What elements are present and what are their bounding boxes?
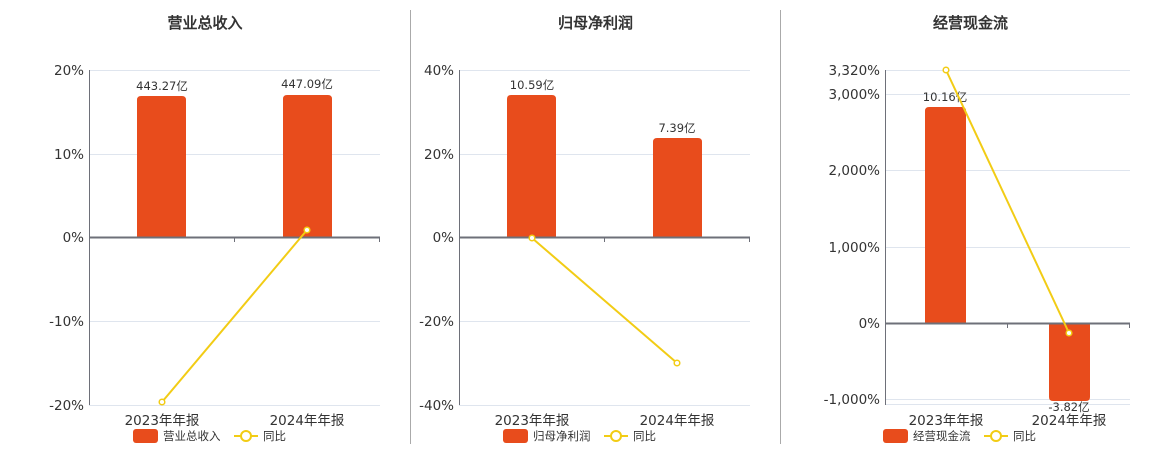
legend-line-label[interactable]: 同比 bbox=[1013, 429, 1036, 443]
x-category-label: 2023年年报 bbox=[909, 413, 984, 429]
x-category-label: 2024年年报 bbox=[640, 413, 715, 429]
panel-divider bbox=[410, 10, 411, 444]
y-tick-label: 0% bbox=[859, 316, 881, 332]
yoy-point[interactable] bbox=[303, 226, 311, 234]
grid-lines bbox=[885, 70, 1130, 405]
chart-panel-revenue: 营业总收入 20% 10% 0% -10% -20% 443.27亿 447.0… bbox=[0, 0, 410, 450]
bar-value-label: 443.27亿 bbox=[136, 79, 188, 93]
bar-2023[interactable] bbox=[507, 95, 556, 237]
legend-bar-swatch[interactable] bbox=[133, 429, 158, 443]
grid-lines bbox=[89, 70, 380, 406]
y-tick-label: 40% bbox=[424, 63, 454, 79]
y-tick-label: 3,000% bbox=[829, 87, 881, 103]
legend-bar-swatch[interactable] bbox=[503, 429, 528, 443]
legend-bar-label[interactable]: 经营现金流 bbox=[913, 429, 971, 443]
bar-2023[interactable] bbox=[925, 107, 966, 323]
legend-line-marker-icon bbox=[610, 430, 622, 442]
chart-panel-operating-cash-flow: 经营现金流 3,320% 3,000% 2,000% 1,000% 0% -1,… bbox=[781, 0, 1160, 450]
chart-panel-net-profit: 归母净利润 40% 20% 0% -20% -40% 10.59亿 7.39亿 … bbox=[411, 0, 780, 450]
y-tick-label: -1,000% bbox=[824, 392, 881, 408]
chart-canvas: 40% 20% 0% -20% -40% 10.59亿 7.39亿 2023年年… bbox=[419, 63, 750, 443]
y-tick-label: -40% bbox=[419, 398, 454, 414]
legend-bar-label[interactable]: 营业总收入 bbox=[163, 429, 221, 443]
yoy-point[interactable] bbox=[673, 359, 681, 367]
x-category-label: 2024年年报 bbox=[1032, 413, 1107, 429]
y-tick-label: -20% bbox=[49, 398, 84, 414]
y-tick-label: 20% bbox=[424, 147, 454, 163]
chart-canvas: 3,320% 3,000% 2,000% 1,000% 0% -1,000% 1… bbox=[824, 63, 1130, 443]
y-tick-label: 0% bbox=[433, 230, 455, 246]
y-tick-label: 1,000% bbox=[829, 240, 881, 256]
legend-bar-label[interactable]: 归母净利润 bbox=[533, 429, 591, 443]
yoy-line bbox=[531, 237, 678, 364]
chart-title: 归母净利润 bbox=[557, 14, 633, 32]
x-category-label: 2024年年报 bbox=[270, 413, 345, 429]
bar-value-label: 10.59亿 bbox=[510, 78, 554, 92]
legend: 营业总收入 同比 bbox=[133, 429, 286, 443]
bar-2024[interactable] bbox=[653, 138, 702, 237]
bar-value-label: 447.09亿 bbox=[281, 77, 333, 91]
y-tick-label: 20% bbox=[54, 63, 84, 79]
y-tick-label: 3,320% bbox=[829, 63, 881, 79]
bar-2023[interactable] bbox=[137, 96, 186, 237]
y-tick-label: -10% bbox=[49, 314, 84, 330]
y-tick-labels: 40% 20% 0% -20% -40% bbox=[419, 63, 454, 414]
chart-title: 营业总收入 bbox=[167, 14, 243, 32]
y-tick-label: 0% bbox=[63, 230, 85, 246]
yoy-point[interactable] bbox=[528, 234, 536, 242]
bar-2024[interactable] bbox=[1049, 323, 1090, 401]
legend: 归母净利润 同比 bbox=[503, 429, 656, 443]
legend-line-marker-icon bbox=[240, 430, 252, 442]
y-tick-label: 10% bbox=[54, 147, 84, 163]
chart-title: 经营现金流 bbox=[932, 14, 1008, 32]
yoy-point[interactable] bbox=[158, 398, 166, 406]
x-category-label: 2023年年报 bbox=[495, 413, 570, 429]
y-tick-labels: 3,320% 3,000% 2,000% 1,000% 0% -1,000% bbox=[824, 63, 881, 408]
bar-value-label: 7.39亿 bbox=[658, 121, 695, 135]
y-tick-label: 2,000% bbox=[829, 163, 881, 179]
legend-line-label[interactable]: 同比 bbox=[263, 429, 286, 443]
legend: 经营现金流 同比 bbox=[883, 429, 1036, 443]
x-category-label: 2023年年报 bbox=[125, 413, 200, 429]
bar-2024[interactable] bbox=[283, 95, 332, 237]
bar-value-label: -3.82亿 bbox=[1048, 400, 1089, 414]
chart-canvas: 20% 10% 0% -10% -20% 443.27亿 447.09亿 202… bbox=[49, 63, 380, 443]
legend-bar-swatch[interactable] bbox=[883, 429, 908, 443]
yoy-point[interactable] bbox=[1065, 329, 1073, 337]
legend-line-marker-icon bbox=[990, 430, 1002, 442]
yoy-point[interactable] bbox=[942, 66, 950, 74]
y-tick-label: -20% bbox=[419, 314, 454, 330]
panel-divider bbox=[780, 10, 781, 444]
yoy-line bbox=[161, 229, 308, 403]
y-tick-labels: 20% 10% 0% -10% -20% bbox=[49, 63, 84, 414]
legend-line-label[interactable]: 同比 bbox=[633, 429, 656, 443]
yoy-line bbox=[945, 69, 1070, 334]
